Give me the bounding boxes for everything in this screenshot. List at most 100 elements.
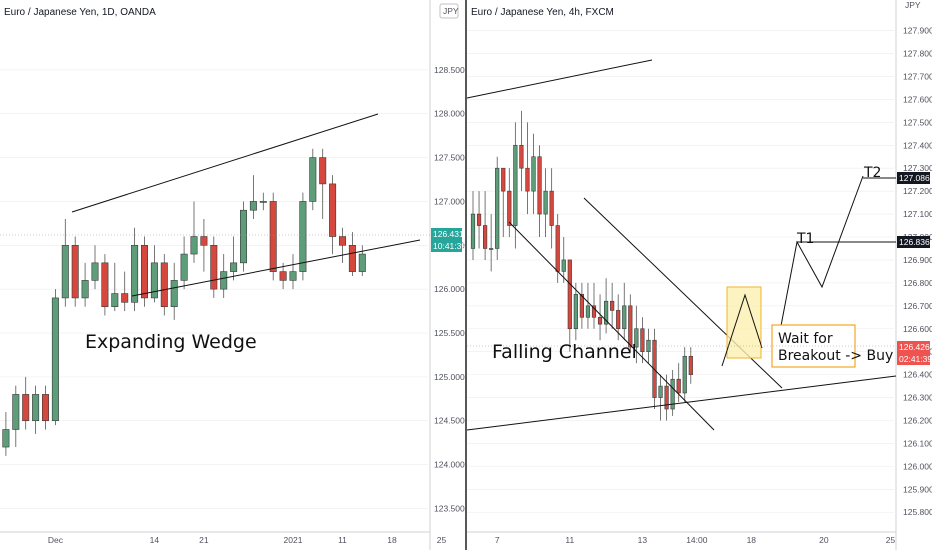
candle[interactable] [329,175,337,255]
candle-body [12,394,20,430]
candle[interactable] [121,271,129,312]
candle[interactable] [150,245,158,303]
candle[interactable] [537,145,542,238]
panel-4h-title: Euro / Japanese Yen, 4h, FXCM [471,7,614,18]
candle[interactable] [358,245,366,276]
panel-daily-candles[interactable] [0,148,366,495]
candle[interactable] [495,156,500,260]
candle[interactable] [519,110,524,192]
candle-body [22,394,30,422]
candle-body [338,236,346,246]
candle[interactable] [682,347,687,403]
panel-4h-candles[interactable] [470,110,693,421]
y-tick-label: 128.500 [434,65,465,75]
range-lower-line[interactable] [466,375,897,431]
candle[interactable] [338,227,346,263]
candle[interactable] [543,168,548,238]
panel-daily-price-badge-text: 126.431 [433,229,464,239]
candle[interactable] [482,191,488,260]
candle[interactable] [603,278,609,334]
candle[interactable] [579,282,584,329]
candle[interactable] [688,347,693,384]
candle[interactable] [348,232,356,276]
wedge-lower-line[interactable] [131,239,421,297]
x-tick-label: 25 [437,535,447,545]
candle[interactable] [670,370,675,416]
candle-body [501,167,506,192]
candle-body [597,316,603,325]
range-upper-line[interactable] [466,59,653,99]
candle[interactable] [220,254,228,298]
candle[interactable] [513,122,518,249]
candle[interactable] [676,363,681,403]
y-tick-label: 125.000 [434,372,465,382]
candle[interactable] [634,305,639,364]
candle[interactable] [230,236,238,281]
candle-body [32,394,40,422]
candle[interactable] [476,191,482,249]
candle[interactable] [309,148,317,211]
candle[interactable] [249,175,257,219]
candle[interactable] [585,282,591,329]
candle[interactable] [567,259,572,352]
candle[interactable] [240,201,248,272]
candle[interactable] [622,282,627,341]
candle[interactable] [22,376,30,430]
candle[interactable] [170,262,178,320]
candle[interactable] [101,254,109,316]
candle[interactable] [200,218,208,272]
candle[interactable] [269,192,277,281]
candle[interactable] [658,374,663,421]
candle[interactable] [591,282,597,329]
candle[interactable] [81,262,89,307]
y-tick-label: 127.000 [434,196,465,206]
panel-4h-time-badge-text: 02:41:39 [899,354,932,364]
candle[interactable] [160,254,168,316]
panel-daily-y-ticks: 123.500 124.000 124.500 125.000 125.500 126.0… [434,65,465,514]
candle[interactable] [597,294,603,341]
candle[interactable] [470,191,476,260]
candle[interactable] [549,168,554,249]
candle[interactable] [71,236,79,307]
candle[interactable] [131,227,139,312]
candle[interactable] [507,168,512,238]
expanding-wedge-lines[interactable] [71,113,421,297]
breakout-projection-path[interactable] [721,293,763,367]
candle[interactable] [279,262,287,290]
candle-body [180,253,188,281]
channel-lower-line[interactable] [508,221,715,431]
candle[interactable] [501,167,506,238]
candle[interactable] [2,411,10,456]
candle-body [230,262,238,272]
candle[interactable] [111,262,119,312]
candle[interactable] [51,289,59,426]
candle[interactable] [561,237,566,283]
wedge-upper-line[interactable] [71,113,379,213]
candle[interactable] [628,294,633,352]
candle[interactable] [299,192,307,281]
panel-daily-currency-button[interactable] [439,3,459,19]
candle[interactable] [489,214,494,272]
candle[interactable] [41,385,49,430]
candle[interactable] [652,328,657,410]
candle[interactable] [531,133,536,215]
candle[interactable] [12,385,20,448]
candle[interactable] [180,236,188,290]
candle[interactable] [289,254,297,290]
candle[interactable] [610,282,615,329]
candle[interactable] [32,385,40,434]
target-projection-path[interactable] [775,175,864,353]
panel-4h-y-ticks: 125.800 125.900 126.000 126.100 126.200 126.3… [903,26,932,518]
candle[interactable] [141,236,149,307]
candle[interactable] [210,236,218,298]
candle[interactable] [640,317,645,364]
candle[interactable] [573,282,578,341]
candle[interactable] [319,148,327,219]
candle[interactable] [61,218,69,307]
candle[interactable] [525,122,530,215]
candle[interactable] [190,201,198,263]
candle[interactable] [259,192,267,211]
candle[interactable] [91,245,99,290]
t2-price-badge [897,172,930,184]
